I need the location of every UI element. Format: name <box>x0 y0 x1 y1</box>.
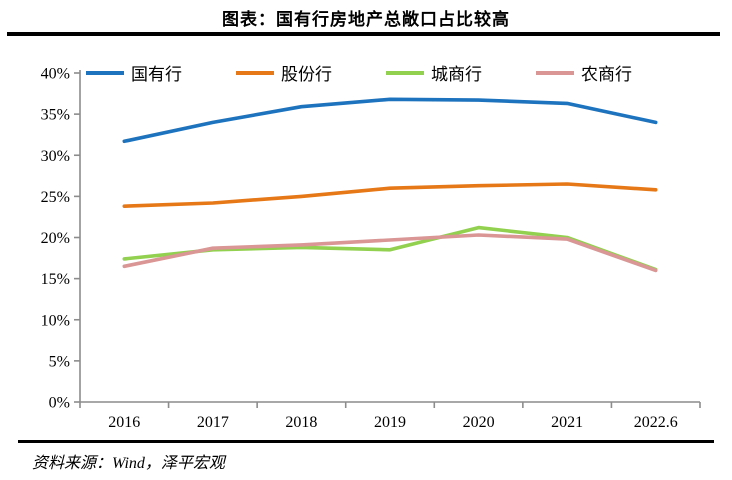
x-axis-tick-label: 2018 <box>285 414 317 431</box>
legend-item-1: 股份行 <box>236 60 386 85</box>
x-axis-tick-label: 2020 <box>463 414 495 431</box>
y-axis-tick-label: 0% <box>49 395 70 412</box>
legend-label: 国有行 <box>131 65 182 84</box>
chart-svg: 0% 5% 10% 15% 20% 25% 30% 35% 40% 2016 2017 2018 201… <box>41 66 701 431</box>
series-line-3 <box>122 233 658 273</box>
legend-label: 股份行 <box>281 65 332 84</box>
x-axis-tick-label: 2016 <box>108 414 140 431</box>
x-axis-tick-label: 2017 <box>197 414 229 431</box>
top-divider-rule <box>7 32 720 36</box>
legend-label: 农商行 <box>581 65 632 84</box>
x-axis-tick-label: 2021 <box>551 414 583 431</box>
y-axis-tick-label: 10% <box>41 312 70 329</box>
source-note: 资料来源：Wind，泽平宏观 <box>32 455 225 472</box>
legend-swatch-icon <box>86 70 124 75</box>
x-axis-tick-label: 2022.6 <box>634 414 678 431</box>
series-line-1 <box>122 182 658 208</box>
chart-legend: 国有行 股份行 城商行 农商行 <box>86 60 686 85</box>
x-axis-tick-label: 2019 <box>374 414 406 431</box>
legend-swatch-icon <box>386 70 424 75</box>
y-axis-tick-label: 40% <box>41 66 70 83</box>
legend-label: 城商行 <box>431 65 482 84</box>
legend-swatch-icon <box>536 70 574 75</box>
y-axis-tick-label: 5% <box>49 353 70 370</box>
legend-item-2: 城商行 <box>386 60 536 85</box>
y-axis-tick-label: 30% <box>41 148 70 165</box>
chart-title: 图表：国有行房地产总敞口占比较高 <box>222 10 510 29</box>
legend-swatch-icon <box>236 70 274 75</box>
legend-item-3: 农商行 <box>536 60 686 85</box>
y-axis-tick-label: 15% <box>41 271 70 288</box>
bottom-divider-rule <box>18 440 714 443</box>
y-axis-tick-label: 35% <box>41 107 70 124</box>
legend-item-0: 国有行 <box>86 60 236 85</box>
series-line-0 <box>122 97 658 144</box>
y-axis-tick-label: 25% <box>41 189 70 206</box>
y-axis-tick-label: 20% <box>41 230 70 247</box>
